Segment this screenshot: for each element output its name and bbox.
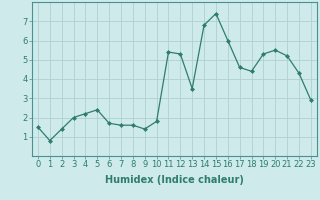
X-axis label: Humidex (Indice chaleur): Humidex (Indice chaleur) [105,175,244,185]
